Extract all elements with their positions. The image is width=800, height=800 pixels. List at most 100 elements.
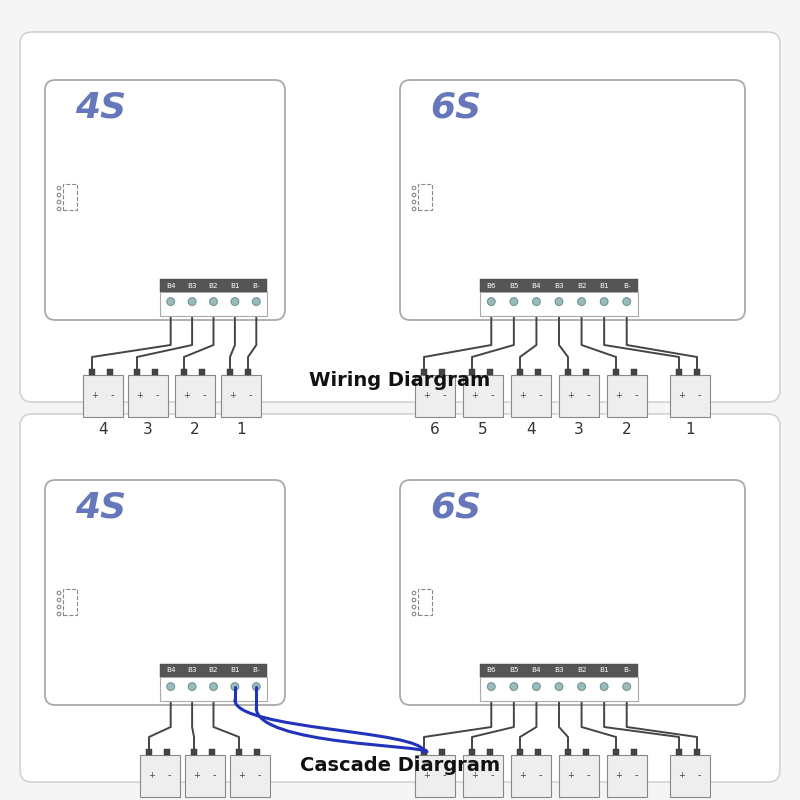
Bar [559, 755, 599, 797]
Bar [487, 369, 493, 375]
Text: 2: 2 [622, 422, 632, 437]
Text: Wiring Diargram: Wiring Diargram [310, 371, 490, 390]
Text: +: + [422, 390, 430, 400]
Bar [107, 369, 113, 375]
Text: B-: B- [623, 282, 630, 289]
Bar [164, 749, 170, 755]
Text: -: - [490, 770, 494, 780]
Text: 1: 1 [685, 422, 695, 437]
Bar [83, 375, 123, 417]
Bar [439, 369, 445, 375]
Bar [463, 755, 503, 797]
Text: B4: B4 [532, 667, 542, 674]
Bar [191, 749, 197, 755]
Bar [480, 664, 638, 677]
Bar [415, 375, 455, 417]
Circle shape [555, 682, 563, 690]
Text: +: + [238, 770, 245, 780]
Bar [670, 375, 710, 417]
Text: -: - [442, 770, 446, 780]
Text: +: + [470, 770, 478, 780]
Text: B1: B1 [599, 282, 609, 289]
Text: -: - [442, 390, 446, 400]
FancyBboxPatch shape [45, 80, 285, 320]
Bar [676, 369, 682, 375]
Bar [160, 664, 267, 677]
Bar [160, 279, 267, 292]
Text: -: - [697, 390, 701, 400]
Text: B5: B5 [509, 667, 518, 674]
Text: B4: B4 [166, 282, 175, 289]
Circle shape [533, 298, 540, 306]
Text: Cascade Diargram: Cascade Diargram [300, 756, 500, 775]
Text: +: + [470, 390, 478, 400]
Text: +: + [136, 390, 142, 400]
Bar [160, 677, 267, 701]
Bar [199, 369, 205, 375]
Text: 4S: 4S [75, 90, 126, 124]
Circle shape [533, 682, 540, 690]
Bar [607, 375, 647, 417]
Text: +: + [678, 390, 685, 400]
Bar [415, 755, 455, 797]
Text: +: + [614, 390, 622, 400]
Text: -: - [212, 770, 215, 780]
Text: B1: B1 [599, 667, 609, 674]
Bar [128, 375, 168, 417]
Text: -: - [110, 390, 114, 400]
Text: B6: B6 [486, 667, 496, 674]
Bar [535, 749, 541, 755]
Text: B5: B5 [509, 282, 518, 289]
Bar [565, 749, 571, 755]
Bar [559, 375, 599, 417]
Text: B2: B2 [209, 667, 218, 674]
Text: B4: B4 [166, 667, 175, 674]
Circle shape [487, 682, 495, 690]
Text: 6: 6 [430, 422, 440, 437]
Circle shape [253, 298, 260, 306]
Text: B-: B- [253, 282, 260, 289]
Text: -: - [634, 770, 638, 780]
Text: 3: 3 [143, 422, 153, 437]
Bar [565, 369, 571, 375]
Text: +: + [182, 390, 190, 400]
Bar [631, 749, 637, 755]
Bar [418, 589, 432, 615]
Bar [517, 749, 523, 755]
Text: B-: B- [253, 667, 260, 674]
Text: +: + [193, 770, 200, 780]
Text: +: + [422, 770, 430, 780]
Text: -: - [257, 770, 261, 780]
Text: -: - [167, 770, 170, 780]
Bar [694, 749, 700, 755]
Text: +: + [518, 390, 526, 400]
Text: -: - [634, 390, 638, 400]
Text: B2: B2 [577, 667, 586, 674]
Text: 3: 3 [574, 422, 584, 437]
Bar [511, 375, 551, 417]
Bar [221, 375, 261, 417]
Text: -: - [586, 390, 590, 400]
Text: 4: 4 [98, 422, 108, 437]
Text: +: + [614, 770, 622, 780]
Bar [181, 369, 187, 375]
Text: 2: 2 [190, 422, 200, 437]
Bar [418, 184, 432, 210]
Text: +: + [566, 770, 574, 780]
Text: -: - [155, 390, 158, 400]
Bar [254, 749, 260, 755]
Text: 4: 4 [526, 422, 536, 437]
Text: B1: B1 [230, 282, 240, 289]
Bar [517, 369, 523, 375]
Text: B3: B3 [187, 282, 197, 289]
Text: +: + [678, 770, 685, 780]
Text: 1: 1 [236, 422, 246, 437]
Bar [185, 755, 225, 797]
Circle shape [600, 298, 608, 306]
Circle shape [623, 682, 630, 690]
Text: -: - [697, 770, 701, 780]
Text: +: + [229, 390, 236, 400]
Bar [146, 749, 152, 755]
Circle shape [188, 298, 196, 306]
FancyBboxPatch shape [400, 480, 745, 705]
